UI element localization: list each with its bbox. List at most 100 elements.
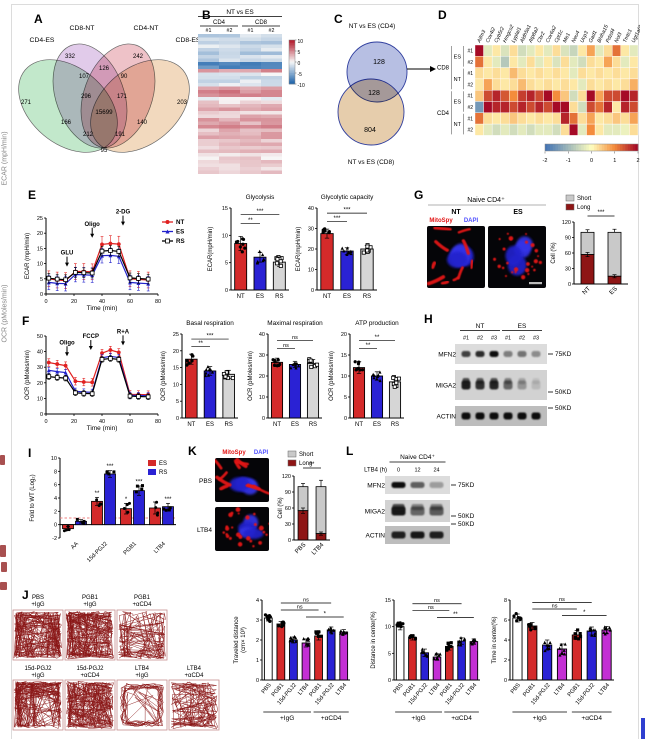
svg-text:30: 30 bbox=[565, 267, 571, 273]
svg-text:ns: ns bbox=[428, 605, 434, 611]
svg-text:RS: RS bbox=[309, 422, 317, 428]
svg-text:ES: ES bbox=[256, 294, 264, 300]
svg-text:ns: ns bbox=[283, 343, 289, 349]
panel-C-label: C bbox=[334, 12, 343, 26]
mount-e-b2-svg: Glycolytic capacity ECAR(mpH/min) 0 10 20 30 4… bbox=[296, 194, 377, 300]
svg-text:#1: #1 bbox=[505, 336, 511, 342]
svg-text:**: ** bbox=[95, 491, 100, 497]
microscopy-image bbox=[493, 232, 543, 280]
svg-text:LTB4: LTB4 bbox=[598, 682, 612, 697]
svg-text:5: 5 bbox=[225, 261, 228, 267]
svg-text:***: *** bbox=[135, 480, 143, 486]
svg-text:LTB4: LTB4 bbox=[197, 527, 212, 534]
naive-cd4-microscopy-panel: Naive CD4⁺ NT ES MitoSpy DAPI 0 30 60 90 120 Cell … bbox=[412, 190, 640, 312]
svg-text:Long: Long bbox=[299, 461, 312, 467]
svg-text:Basal respiration: Basal respiration bbox=[186, 320, 234, 327]
svg-text:2: 2 bbox=[256, 638, 259, 644]
svg-text:+IgG: +IgG bbox=[411, 715, 425, 722]
panel-L-label: L bbox=[346, 444, 354, 458]
svg-text:-1: -1 bbox=[566, 158, 571, 164]
svg-text:***: *** bbox=[343, 208, 351, 214]
svg-text:296: 296 bbox=[81, 94, 92, 100]
svg-text:CD4: CD4 bbox=[437, 111, 450, 117]
edge-artifact bbox=[1, 562, 7, 572]
svg-text:MFN2: MFN2 bbox=[367, 482, 385, 489]
svg-text:10: 10 bbox=[308, 268, 314, 274]
svg-text:+αCD4: +αCD4 bbox=[321, 715, 342, 722]
svg-text:4: 4 bbox=[504, 638, 507, 644]
svg-text:ACTIN: ACTIN bbox=[437, 413, 457, 420]
svg-text:8: 8 bbox=[504, 598, 507, 604]
svg-text:0: 0 bbox=[504, 678, 507, 684]
svg-text:40: 40 bbox=[99, 419, 105, 425]
svg-text:#2: #2 bbox=[467, 60, 473, 66]
svg-text:107: 107 bbox=[79, 74, 90, 80]
panel-J-label: J bbox=[22, 588, 29, 602]
svg-text:40: 40 bbox=[99, 299, 105, 305]
glycolytic-capacity-bar-chart: Glycolytic capacity ECAR(mpH/min) 0 10 20 30 4… bbox=[293, 190, 398, 314]
venn2-diagram: NT vs ES (CD4) 128 128 804 NT vs ES (CD8) bbox=[330, 14, 440, 172]
svg-text:15d-PGJ2: 15d-PGJ2 bbox=[86, 541, 109, 564]
svg-text:OCR (pMoles/min): OCR (pMoles/min) bbox=[161, 351, 167, 401]
svg-text:**: ** bbox=[248, 218, 253, 224]
svg-text:Time in center(%): Time in center(%) bbox=[492, 616, 498, 663]
svg-text:Short: Short bbox=[577, 196, 592, 202]
svg-text:0: 0 bbox=[256, 678, 259, 684]
svg-text:10: 10 bbox=[385, 625, 391, 631]
svg-text:90: 90 bbox=[565, 236, 571, 242]
svg-text:-5: -5 bbox=[298, 72, 303, 78]
glycolysis-bar-chart: Glycolysis ECAR(mpH/min) 0 5 10 15 NT ES RS ** *** bbox=[205, 190, 293, 314]
svg-text:Short: Short bbox=[299, 452, 314, 458]
microscopy-image bbox=[427, 226, 474, 286]
svg-text:0: 0 bbox=[344, 416, 347, 422]
svg-text:15: 15 bbox=[341, 353, 347, 359]
svg-text:MIGA2: MIGA2 bbox=[436, 382, 457, 389]
svg-text:NT: NT bbox=[454, 122, 462, 128]
svg-text:ACTIN: ACTIN bbox=[366, 532, 386, 539]
svg-text:0: 0 bbox=[590, 158, 593, 164]
svg-text:191: 191 bbox=[115, 132, 126, 138]
panel-G-label: G bbox=[414, 188, 424, 202]
svg-text:120: 120 bbox=[282, 474, 291, 480]
svg-text:Time (min): Time (min) bbox=[87, 305, 118, 312]
microscopy-image bbox=[222, 507, 269, 548]
svg-text:GLU: GLU bbox=[61, 251, 74, 257]
svg-text:0: 0 bbox=[288, 538, 291, 544]
svg-text:Oligo: Oligo bbox=[59, 340, 75, 346]
svg-text:128: 128 bbox=[373, 59, 385, 66]
left-artifact-text-1: ECAR (mpH/min) bbox=[1, 131, 9, 186]
svg-text:0: 0 bbox=[397, 468, 400, 474]
svg-text:CD8-ES: CD8-ES bbox=[176, 37, 201, 44]
mount-d-svg: Aifm3Cox4i2Cyb5r2Hmgcs2Lyplal1Aldh5a1Atp… bbox=[437, 23, 645, 164]
svg-text:*: * bbox=[583, 610, 586, 616]
svg-text:15: 15 bbox=[385, 598, 391, 604]
svg-text:MIGA2: MIGA2 bbox=[365, 508, 386, 515]
svg-text:20: 20 bbox=[71, 419, 77, 425]
svg-text:NT vs ES (CD4): NT vs ES (CD4) bbox=[349, 23, 395, 30]
mount-h-svg: NT ES #1 #2 #3 #1 #2 #3 MFN2 75KD MIGA2 50KD ACTIN 50… bbox=[436, 323, 572, 426]
svg-text:ns: ns bbox=[434, 598, 440, 604]
panel-F-label: F bbox=[22, 314, 30, 328]
svg-text:Glycolysis: Glycolysis bbox=[246, 194, 275, 201]
svg-text:NT: NT bbox=[273, 422, 281, 428]
svg-text:*: * bbox=[324, 612, 327, 618]
svg-text:Cpt1c: Cpt1c bbox=[554, 29, 565, 44]
svg-text:CD4-NT: CD4-NT bbox=[134, 25, 159, 32]
svg-text:#1: #1 bbox=[463, 336, 469, 342]
svg-text:#3: #3 bbox=[491, 336, 497, 342]
svg-text:+αCD4: +αCD4 bbox=[451, 715, 472, 722]
svg-text:***: *** bbox=[256, 209, 264, 215]
svg-text:CD4: CD4 bbox=[213, 20, 226, 26]
svg-text:+αCD4: +αCD4 bbox=[581, 715, 602, 722]
ecar-line-chart: 0 5 10 15 20 25 0 20 40 60 80 Time (min) ECAR (mpH/m… bbox=[20, 196, 208, 314]
svg-text:Aifm3: Aifm3 bbox=[476, 29, 488, 45]
svg-text:15d-PGJ2: 15d-PGJ2 bbox=[24, 666, 52, 672]
svg-text:0: 0 bbox=[225, 288, 228, 294]
svg-text:Neu4: Neu4 bbox=[571, 30, 582, 44]
svg-text:Maximal respiration: Maximal respiration bbox=[267, 320, 323, 327]
svg-text:#2: #2 bbox=[467, 128, 473, 134]
svg-text:RS: RS bbox=[391, 422, 399, 428]
mount-f-b1-svg: Basal respiration OCR (pMoles/min) 0 5 10 15 2… bbox=[161, 320, 238, 428]
